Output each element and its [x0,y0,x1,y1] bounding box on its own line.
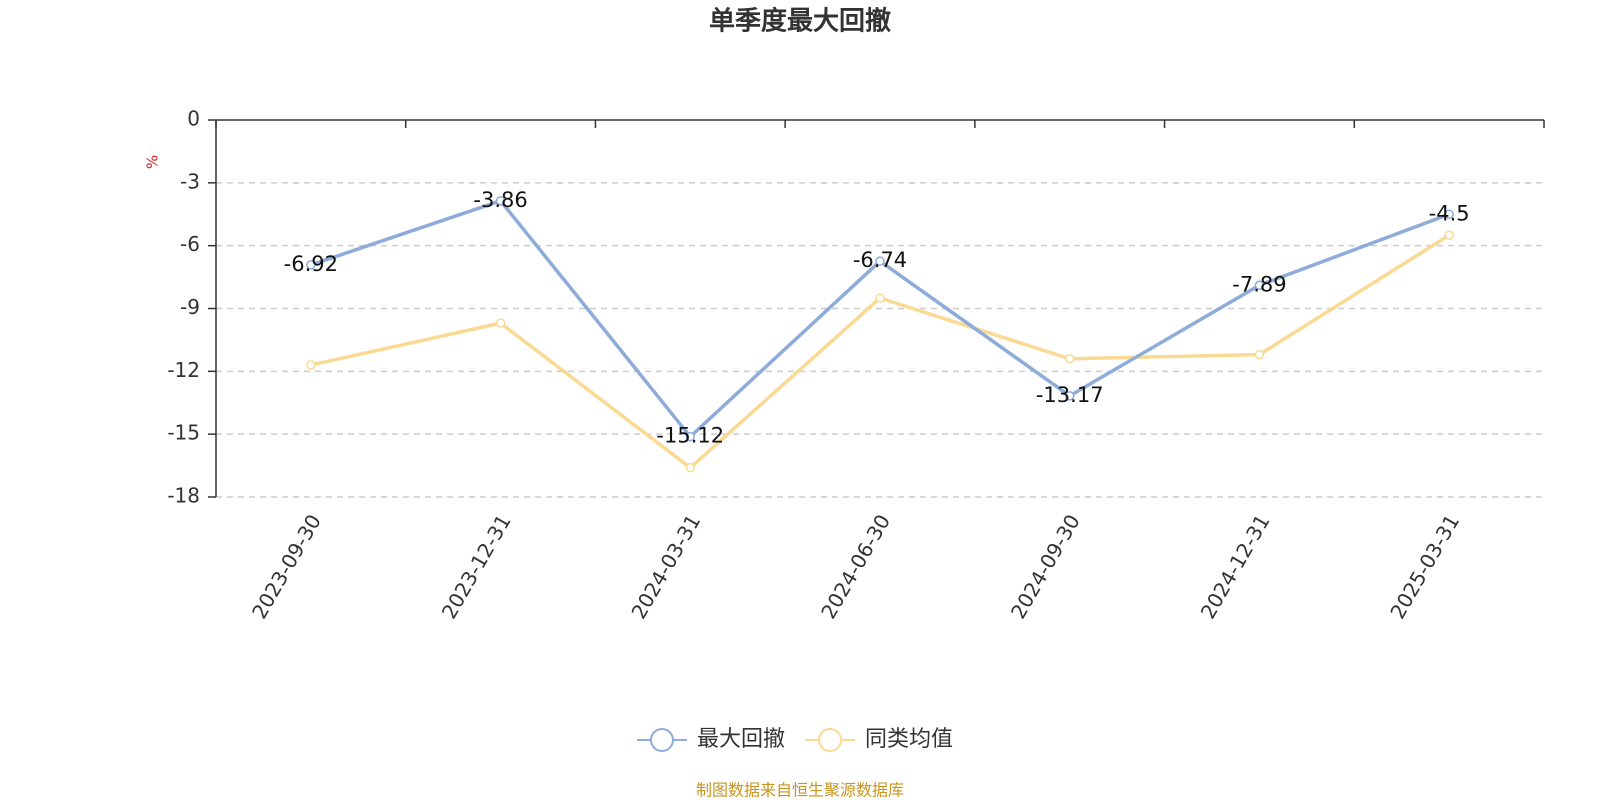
data-label: -15.12 [656,424,724,448]
point [685,462,696,473]
legend-marker [650,728,674,752]
point [306,360,316,370]
point [495,318,506,328]
data-label: -6.92 [284,252,338,276]
point [1064,354,1075,364]
y-tick-label: -15 [167,421,200,445]
data-label: -6.74 [853,248,907,272]
x-tick-label: 2025-03-31 [1385,510,1464,623]
x-tick-label: 2023-09-30 [247,510,326,623]
y-tick-label: -9 [180,295,200,319]
data-label: -7.89 [1232,272,1286,296]
x-tick-label: 2023-12-31 [437,510,516,623]
point [1254,349,1265,360]
y-tick-label: -6 [180,232,200,256]
legend-label: 最大回撤 [697,727,785,752]
point [306,260,316,270]
point [1254,280,1265,291]
source-note: 制图数据来自恒生聚源数据库 [696,781,904,800]
data-label: -3.86 [473,188,527,212]
y-tick-label: -12 [167,358,200,382]
data-label: -13.17 [1036,383,1104,407]
point [875,293,885,303]
legend-item[interactable]: 同类均值 [805,727,953,752]
point [495,196,506,206]
legend-item[interactable]: 最大回撤 [637,727,785,752]
line [310,198,1450,440]
data-label: -4.5 [1429,201,1470,225]
point [1444,209,1454,219]
y-tick-label: -18 [167,484,200,508]
legend-marker [818,728,843,752]
chart-title: 单季度最大回撤 [709,6,891,37]
point [875,256,885,266]
x-tick-label: 2024-12-31 [1196,510,1275,623]
point [1444,230,1454,240]
point [1064,391,1075,401]
y-axis-label: % [144,155,162,169]
x-tick-label: 2024-03-31 [626,510,705,623]
x-tick-label: 2024-06-30 [816,510,895,623]
legend-label: 同类均值 [865,727,953,752]
point [685,431,696,442]
y-tick-label: -3 [180,169,200,193]
y-tick-label: 0 [187,107,200,131]
x-tick-label: 2024-09-30 [1006,510,1085,623]
